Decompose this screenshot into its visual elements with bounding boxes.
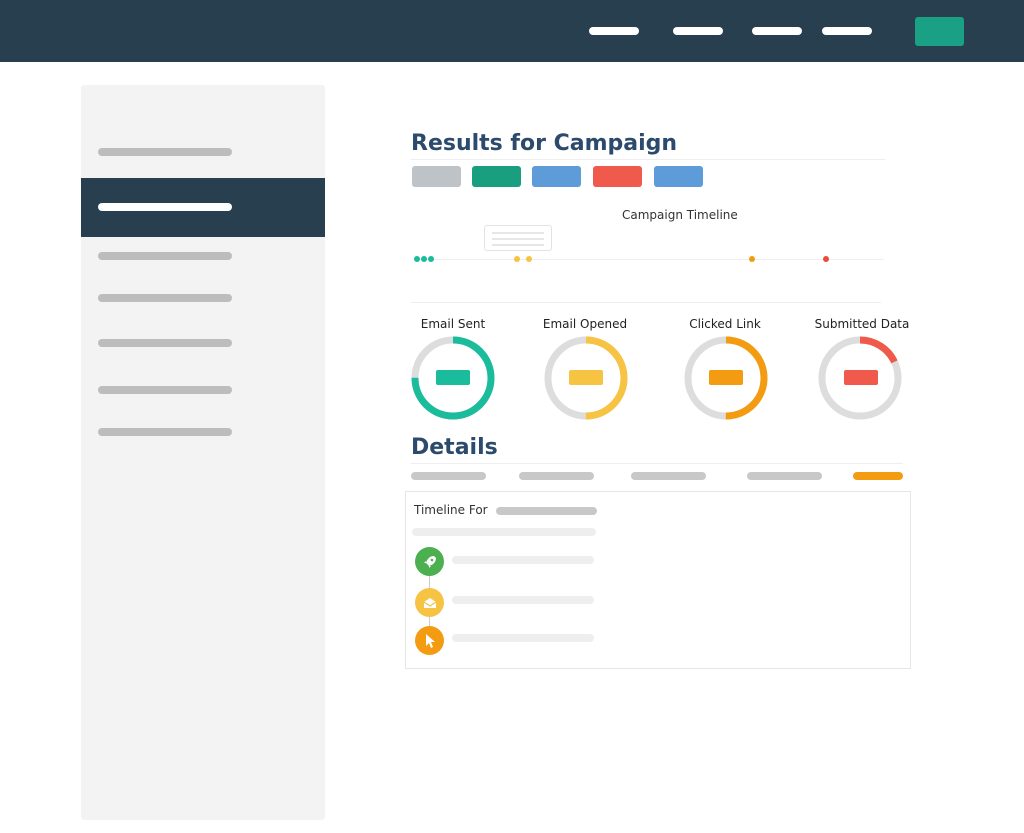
timeline-connector bbox=[429, 616, 430, 628]
action-button-5[interactable] bbox=[654, 166, 703, 187]
sidebar-item-5[interactable] bbox=[81, 314, 325, 373]
panel-title: Timeline For bbox=[414, 503, 488, 517]
action-button-1[interactable] bbox=[412, 166, 461, 187]
details-tab-4[interactable] bbox=[747, 472, 822, 480]
details-title: Details bbox=[411, 435, 498, 460]
timeline-point[interactable] bbox=[823, 256, 829, 262]
sidebar-item-label bbox=[98, 294, 232, 302]
cursor-icon bbox=[415, 626, 444, 655]
timeline-point[interactable] bbox=[428, 256, 434, 262]
stat-label-submitted-data: Submitted Data bbox=[814, 317, 910, 331]
event-text-placeholder bbox=[452, 596, 594, 604]
results-title: Results for Campaign bbox=[411, 131, 678, 156]
stat-label-email-opened: Email Opened bbox=[542, 317, 628, 331]
timeline-panel: Timeline For bbox=[405, 491, 911, 669]
divider bbox=[411, 302, 881, 303]
divider bbox=[411, 463, 903, 464]
timeline-point[interactable] bbox=[514, 256, 520, 262]
sidebar-item-label bbox=[98, 148, 232, 156]
envelope-open-icon bbox=[415, 588, 444, 617]
header-action-button[interactable] bbox=[915, 17, 964, 46]
tooltip-line bbox=[492, 232, 544, 234]
sidebar-item-2[interactable] bbox=[81, 178, 325, 237]
timeline-tooltip bbox=[484, 225, 552, 251]
stat-label-email-sent: Email Sent bbox=[420, 317, 486, 331]
tooltip-line bbox=[492, 244, 544, 246]
sidebar-item-3[interactable] bbox=[81, 227, 325, 286]
donut-value-badge bbox=[436, 370, 470, 385]
tooltip-line bbox=[492, 238, 544, 240]
sidebar-item-7[interactable] bbox=[81, 403, 325, 462]
event-text-placeholder bbox=[452, 634, 594, 642]
sidebar bbox=[81, 85, 325, 820]
rocket-icon bbox=[415, 547, 444, 576]
action-button-4[interactable] bbox=[593, 166, 642, 187]
details-tab-5-active[interactable] bbox=[853, 472, 903, 480]
nav-link-4[interactable] bbox=[822, 27, 872, 35]
nav-link-1[interactable] bbox=[589, 27, 639, 35]
timeline-point[interactable] bbox=[421, 256, 427, 262]
donut-value-badge bbox=[569, 370, 603, 385]
action-button-3[interactable] bbox=[532, 166, 581, 187]
details-tab-2[interactable] bbox=[519, 472, 594, 480]
timeline-point[interactable] bbox=[414, 256, 420, 262]
sidebar-item-1[interactable] bbox=[81, 123, 325, 182]
timeline-point[interactable] bbox=[526, 256, 532, 262]
donut-value-badge bbox=[709, 370, 743, 385]
donut-clicked-link bbox=[684, 336, 768, 420]
donut-email-sent bbox=[411, 336, 495, 420]
nav-link-2[interactable] bbox=[673, 27, 723, 35]
event-text-placeholder bbox=[452, 556, 594, 564]
timeline-point[interactable] bbox=[749, 256, 755, 262]
panel-title-placeholder bbox=[496, 507, 597, 515]
divider bbox=[411, 159, 885, 160]
sidebar-item-label bbox=[98, 252, 232, 260]
panel-subtitle-placeholder bbox=[412, 528, 596, 536]
sidebar-item-label bbox=[98, 386, 232, 394]
sidebar-item-label bbox=[98, 428, 232, 436]
donut-arc bbox=[544, 336, 628, 420]
donut-arc bbox=[818, 336, 902, 420]
donut-submitted-data bbox=[818, 336, 902, 420]
donut-value-badge bbox=[844, 370, 878, 385]
donut-email-opened bbox=[544, 336, 628, 420]
action-button-2[interactable] bbox=[472, 166, 521, 187]
details-tab-3[interactable] bbox=[631, 472, 706, 480]
donut-arc bbox=[411, 336, 495, 420]
nav-link-3[interactable] bbox=[752, 27, 802, 35]
top-navbar bbox=[0, 0, 1024, 62]
sidebar-item-4[interactable] bbox=[81, 269, 325, 328]
timeline-title: Campaign Timeline bbox=[622, 208, 738, 222]
details-tab-1[interactable] bbox=[411, 472, 486, 480]
timeline-axis bbox=[414, 259, 884, 260]
sidebar-item-label bbox=[98, 339, 232, 347]
sidebar-item-6[interactable] bbox=[81, 361, 325, 420]
stat-label-clicked-link: Clicked Link bbox=[689, 317, 761, 331]
sidebar-item-label bbox=[98, 203, 232, 211]
donut-arc bbox=[684, 336, 768, 420]
